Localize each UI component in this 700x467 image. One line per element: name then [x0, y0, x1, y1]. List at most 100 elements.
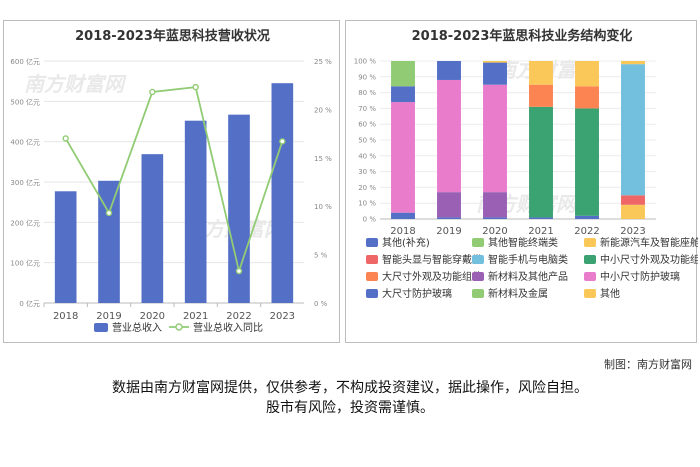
stack-segment [391, 61, 415, 87]
stack-segment [621, 204, 645, 219]
legend-label: 其他(补充) [382, 236, 430, 249]
x-tick-label: 2018 [53, 311, 78, 322]
legend-label: 大尺寸外观及功能组件 [382, 270, 482, 283]
y-tick-label: 600 亿元 [10, 57, 40, 66]
legend-label-yoy: 营业总收入同比 [193, 321, 263, 334]
disclaimer-line-2: 股市有风险，投资需谨慎。 [266, 400, 434, 416]
y-tick-label: 70 % [358, 105, 376, 113]
y-tick-label: 400 亿元 [10, 138, 40, 147]
legend-swatch-revenue [94, 323, 108, 332]
legend-label: 中小尺寸防护玻璃 [600, 270, 680, 283]
revenue-bar [141, 154, 164, 303]
y-tick-label: 10 % [358, 200, 376, 208]
chart-title: 2018-2023年蓝思科技业务结构变化 [412, 28, 633, 44]
legend-label: 新能源汽车及智能座舱类 [600, 236, 698, 249]
stack-segment [575, 108, 599, 216]
y-tick-label: 90 % [358, 73, 376, 81]
legend-label: 智能手机与电脑类 [488, 253, 568, 266]
x-tick-label: 2020 [140, 311, 165, 322]
x-tick-label: 2018 [390, 226, 415, 237]
legend-swatch [584, 255, 596, 264]
y2-tick-label: 0 % [314, 300, 328, 308]
stack-segment [437, 79, 461, 193]
stack-segment [437, 192, 461, 218]
yoy-point [105, 209, 113, 217]
stack-segment [529, 106, 553, 218]
y2-tick-label: 10 % [314, 203, 332, 211]
x-tick-label: 2021 [183, 311, 208, 322]
x-tick-label: 2021 [528, 226, 553, 237]
business-structure-chart: 2018-2023年蓝思科技业务结构变化南方财富网南方财富网0 %10 %20 … [354, 28, 698, 300]
y-tick-label: 80 % [358, 89, 376, 97]
x-tick-label: 2019 [96, 311, 121, 322]
y2-tick-label: 20 % [314, 106, 332, 114]
stack-segment [621, 64, 645, 196]
legend-label: 智能头显与智能穿戴类 [382, 253, 482, 266]
x-tick-label: 2022 [574, 226, 599, 237]
revenue-bar [271, 83, 294, 303]
y2-tick-label: 25 % [314, 58, 332, 66]
watermark: 南方财富网 [24, 72, 127, 96]
legend-label-revenue: 营业总收入 [112, 321, 162, 334]
legend-label: 其他智能终端类 [488, 236, 558, 249]
stack-segment [483, 61, 507, 63]
stack-segment [575, 215, 599, 219]
stack-segment [529, 217, 553, 219]
y-tick-label: 30 % [358, 168, 376, 176]
revenue-bar [184, 120, 207, 304]
stack-segment [391, 86, 415, 103]
chart-title: 2018-2023年蓝思科技营收状况 [75, 28, 270, 44]
x-tick-label: 2022 [226, 311, 251, 322]
legend-swatch [584, 272, 596, 281]
y-tick-label: 60 % [358, 121, 376, 129]
legend-label: 其他 [600, 287, 620, 300]
stack-segment [483, 217, 507, 219]
legend-swatch [472, 289, 484, 298]
legend-swatch [366, 238, 378, 247]
legend-label: 新材料及金属 [488, 287, 548, 300]
yoy-point [62, 135, 69, 142]
legend-swatch [366, 289, 378, 298]
yoy-point [235, 267, 243, 275]
stack-segment [621, 195, 645, 205]
y-tick-label: 0 % [363, 216, 377, 224]
revenue-bar [54, 191, 77, 303]
y-tick-label: 100 % [354, 58, 377, 66]
legend-label: 大尺寸防护玻璃 [382, 287, 452, 300]
y-tick-label: 50 % [358, 137, 376, 145]
y2-tick-label: 15 % [314, 155, 332, 163]
stack-segment [483, 62, 507, 85]
y-tick-label: 20 % [358, 184, 376, 192]
x-tick-label: 2023 [270, 311, 295, 322]
stack-segment [391, 102, 415, 213]
yoy-point [192, 83, 199, 91]
x-tick-label: 2023 [620, 226, 645, 237]
legend-swatch [584, 289, 596, 298]
stack-segment [483, 192, 507, 218]
legend-swatch [472, 238, 484, 247]
stack-segment [575, 86, 599, 109]
disclaimer: 数据由南方财富网提供，仅供参考，不构成投资建议，据此操作，风险自担。 股市有风险… [0, 378, 700, 418]
stack-segment [483, 84, 507, 193]
legend-label: 中小尺寸外观及功能组件 [600, 253, 698, 266]
legend-swatch [366, 272, 378, 281]
business-structure-chart-panel: 2018-2023年蓝思科技业务结构变化南方财富网南方财富网0 %10 %20 … [345, 20, 698, 343]
chart-credit: 制图：南方财富网 [604, 358, 692, 371]
stack-segment [391, 212, 415, 219]
y-tick-label: 40 % [358, 152, 376, 160]
stack-segment [529, 61, 553, 85]
legend-swatch [472, 272, 484, 281]
disclaimer-line-1: 数据由南方财富网提供，仅供参考，不构成投资建议，据此操作，风险自担。 [112, 380, 588, 396]
stack-segment [437, 61, 461, 80]
x-tick-label: 2020 [482, 226, 507, 237]
y-tick-label: 300 亿元 [10, 178, 40, 187]
yoy-line [64, 86, 284, 275]
stack-segment [621, 61, 645, 65]
y-tick-label: 100 亿元 [10, 259, 40, 268]
legend-swatch [366, 255, 378, 264]
yoy-point [149, 88, 156, 96]
y-tick-label: 0 亿元 [19, 299, 40, 308]
legend-label: 新材料及其他产品 [488, 270, 568, 283]
legend-swatch [584, 238, 596, 247]
